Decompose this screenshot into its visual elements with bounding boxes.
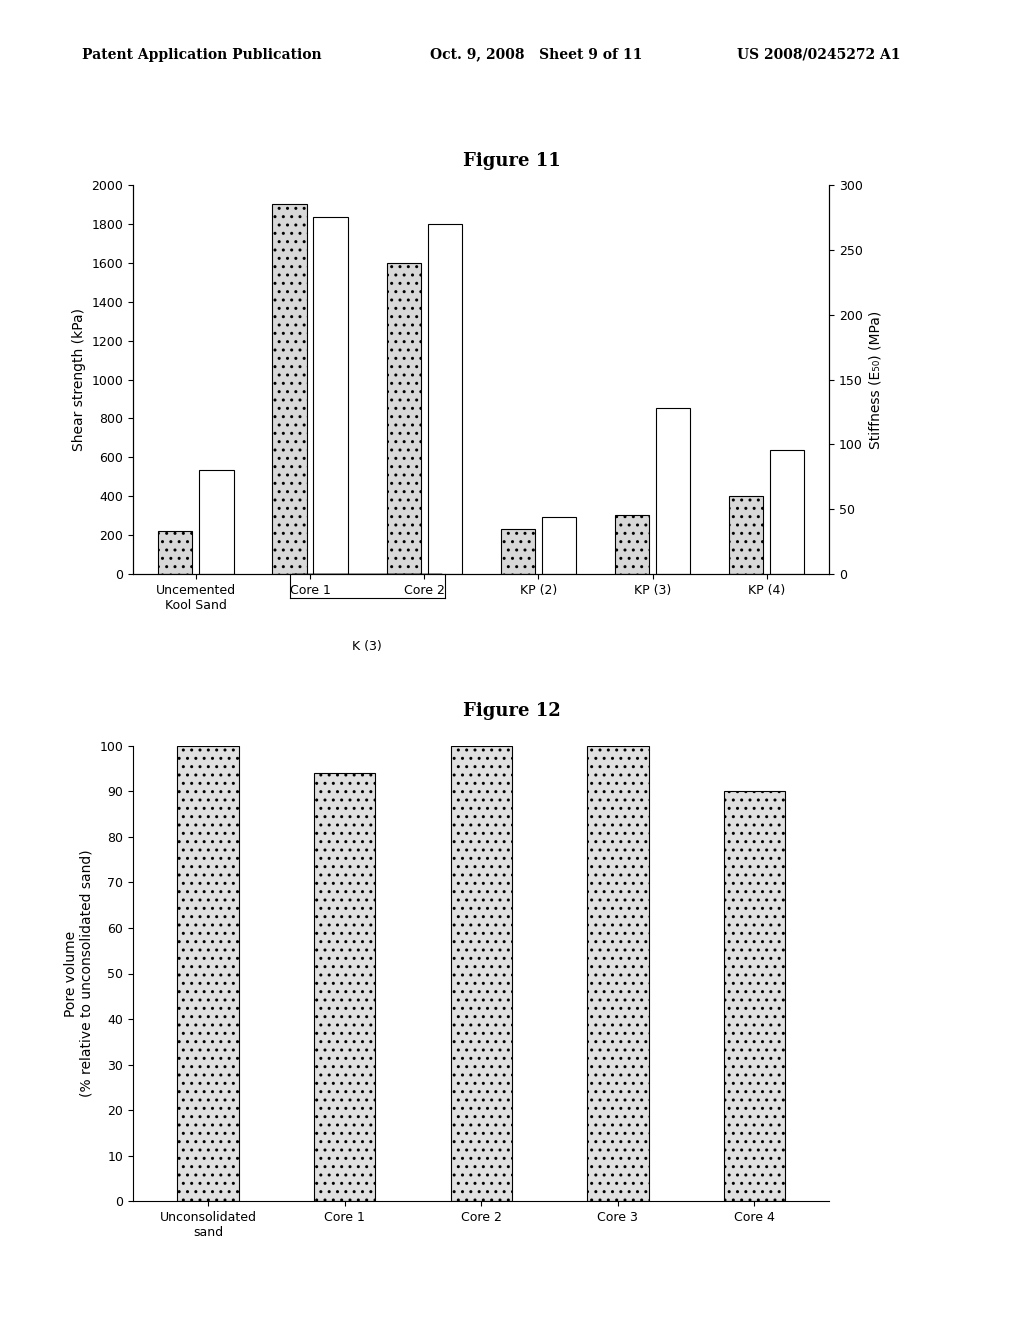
Text: Figure 12: Figure 12 bbox=[463, 702, 561, 721]
Bar bbox=[159, 532, 193, 574]
Text: Oct. 9, 2008   Sheet 9 of 11: Oct. 9, 2008 Sheet 9 of 11 bbox=[430, 48, 642, 62]
Text: Figure 11: Figure 11 bbox=[463, 152, 561, 170]
Y-axis label: Shear strength (kPa): Shear strength (kPa) bbox=[72, 308, 86, 451]
Bar bbox=[314, 774, 376, 1201]
Bar bbox=[501, 529, 535, 574]
Text: US 2008/0245272 A1: US 2008/0245272 A1 bbox=[737, 48, 901, 62]
Bar bbox=[542, 517, 577, 574]
Bar bbox=[614, 515, 649, 574]
Bar bbox=[587, 746, 648, 1201]
Bar bbox=[386, 263, 421, 574]
Y-axis label: Stiffness (E₅₀) (MPa): Stiffness (E₅₀) (MPa) bbox=[868, 310, 883, 449]
Bar bbox=[177, 746, 239, 1201]
Y-axis label: Pore volume
(% relative to unconsolidated sand): Pore volume (% relative to unconsolidate… bbox=[63, 850, 94, 1097]
Text: K (3): K (3) bbox=[352, 640, 382, 653]
Bar bbox=[428, 224, 462, 574]
Text: Patent Application Publication: Patent Application Publication bbox=[82, 48, 322, 62]
Bar bbox=[729, 496, 763, 574]
Bar bbox=[656, 408, 690, 574]
Bar bbox=[313, 218, 348, 574]
Bar bbox=[272, 205, 306, 574]
Bar bbox=[724, 792, 785, 1201]
Bar bbox=[451, 746, 512, 1201]
Bar bbox=[770, 450, 804, 574]
Bar bbox=[200, 470, 233, 574]
